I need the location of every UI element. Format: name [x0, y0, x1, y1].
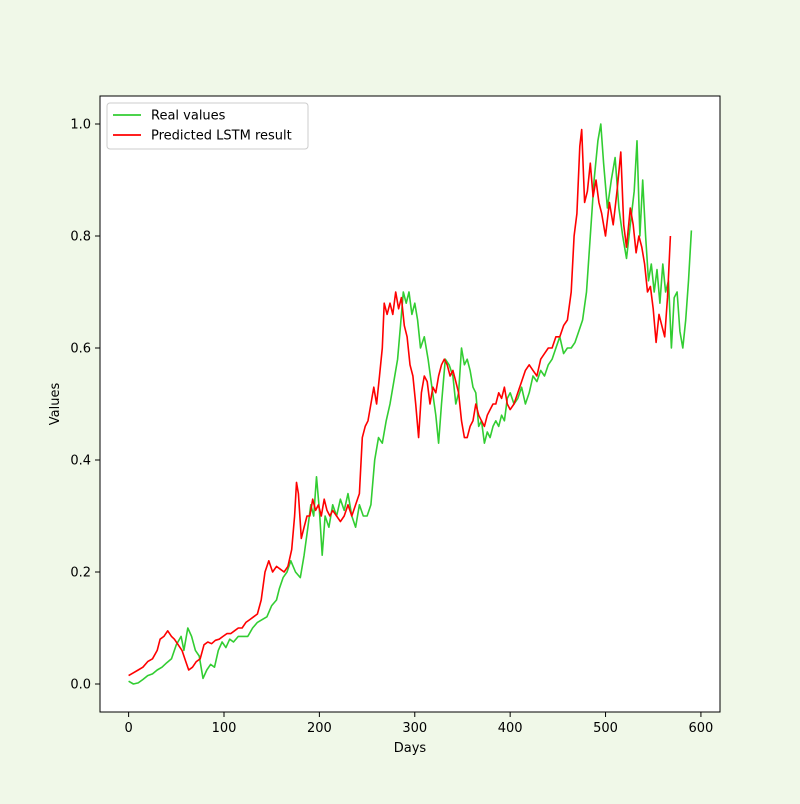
y-axis-ticks: 0.0 0.2 0.4 0.6 0.8 1.0 — [70, 118, 100, 693]
series-layer — [128, 123, 693, 685]
y-tick-label: 0.0 — [70, 678, 91, 693]
legend: Real values Predicted LSTM result — [106, 102, 309, 150]
series-line-real-values — [128, 123, 693, 685]
x-tick-label: 600 — [689, 721, 714, 736]
x-tick-label: 400 — [498, 721, 523, 736]
series-line-predicted-lstm — [128, 128, 672, 677]
legend-label: Real values — [151, 109, 226, 124]
x-tick-label: 0 — [124, 721, 132, 736]
x-tick-label: 200 — [307, 721, 332, 736]
y-tick-label: 0.6 — [70, 342, 91, 357]
x-tick-label: 500 — [593, 721, 618, 736]
y-tick-label: 0.8 — [70, 230, 91, 245]
x-axis-label: Days — [394, 741, 427, 756]
legend-label: Predicted LSTM result — [151, 129, 292, 144]
plot-area — [100, 96, 720, 712]
y-tick-label: 1.0 — [70, 118, 91, 133]
x-tick-label: 300 — [402, 721, 427, 736]
x-tick-label: 100 — [212, 721, 237, 736]
y-tick-label: 0.4 — [70, 454, 91, 469]
plot-frame — [99, 95, 721, 713]
x-axis-ticks: 0 100 200 300 400 500 600 — [124, 712, 713, 736]
y-tick-label: 0.2 — [70, 566, 91, 581]
legend-box — [106, 102, 309, 150]
y-axis-label: Values — [48, 383, 63, 426]
